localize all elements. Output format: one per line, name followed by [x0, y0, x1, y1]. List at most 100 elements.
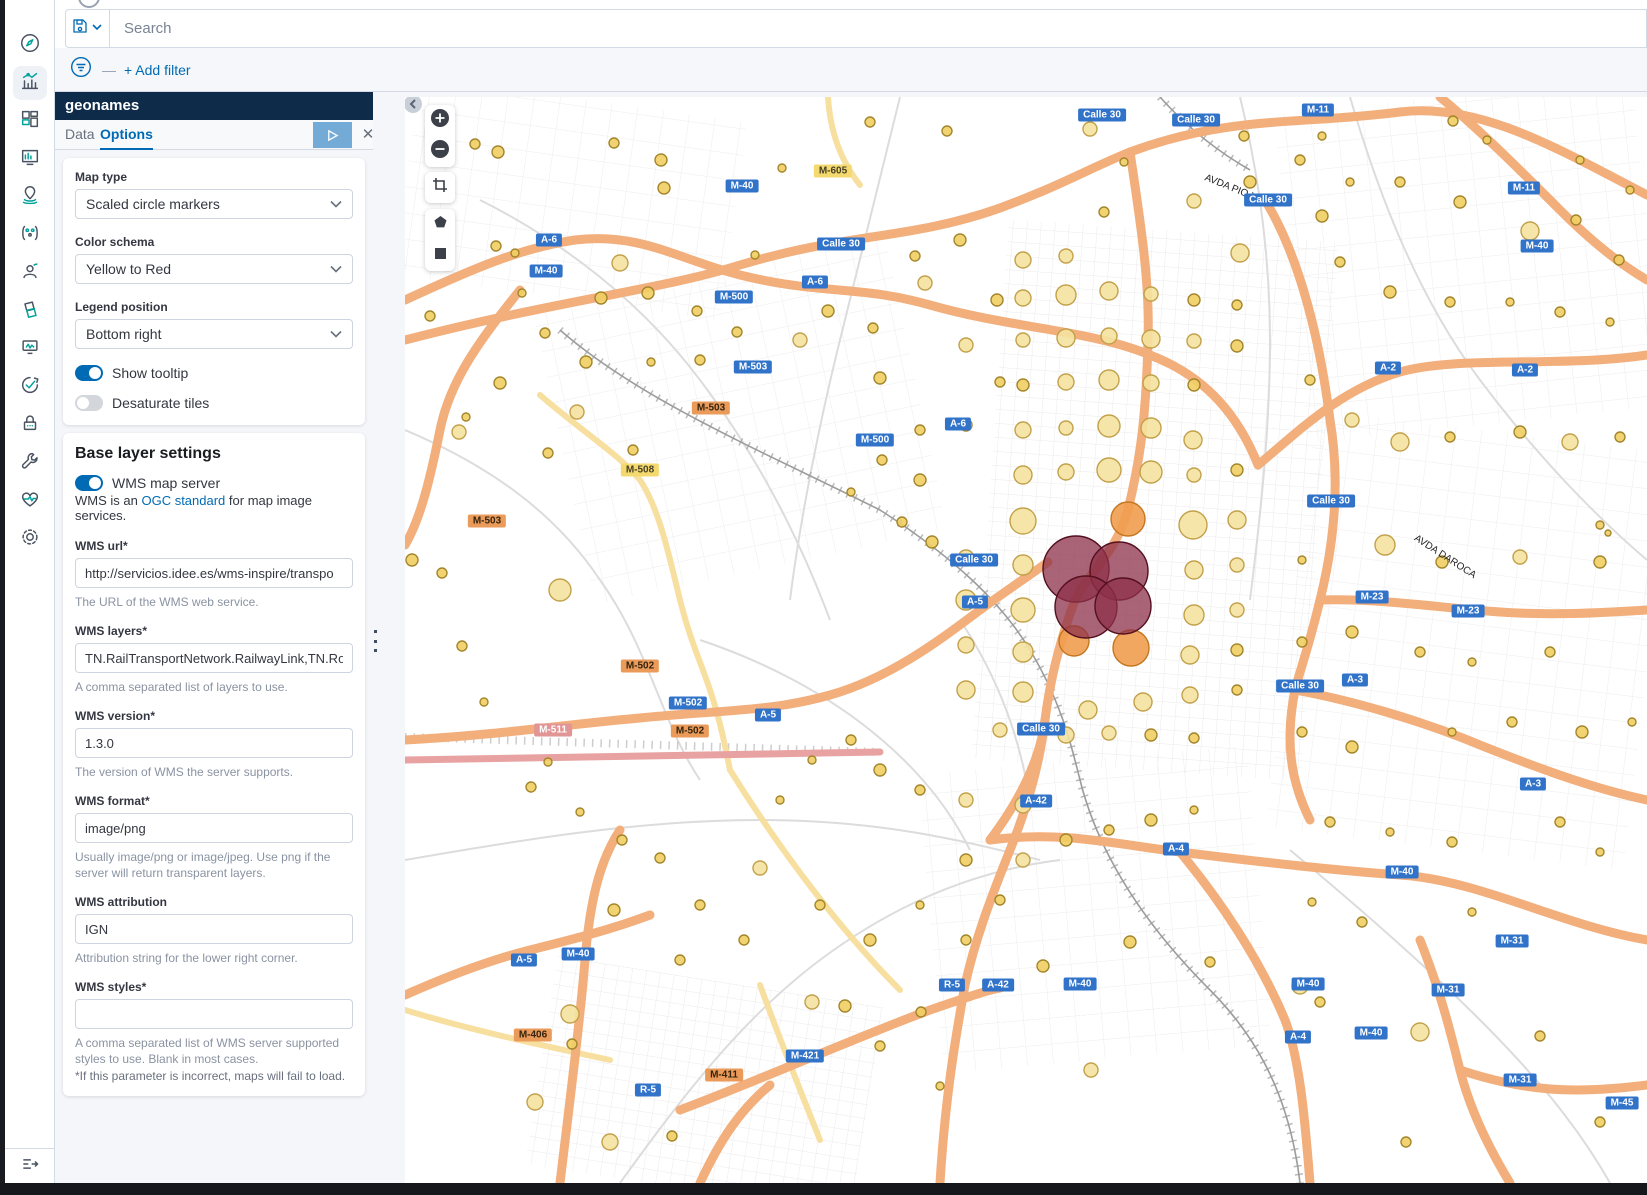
scaled-circle-marker[interactable] — [1186, 333, 1202, 349]
scaled-circle-marker[interactable] — [1183, 604, 1205, 626]
scaled-circle-marker[interactable] — [1184, 560, 1204, 580]
zoom-in-button[interactable] — [425, 105, 455, 136]
crop-button[interactable] — [425, 172, 455, 203]
scaled-circle-marker[interactable] — [479, 697, 489, 707]
scaled-circle-marker[interactable] — [1059, 833, 1073, 847]
scaled-circle-marker[interactable] — [1324, 816, 1336, 828]
scaled-circle-marker[interactable] — [1144, 728, 1158, 742]
scaled-circle-marker[interactable] — [1187, 378, 1201, 392]
scaled-circle-marker[interactable] — [1238, 130, 1250, 142]
scaled-circle-marker[interactable] — [1187, 293, 1201, 307]
scaled-circle-marker[interactable] — [1414, 646, 1426, 658]
scaled-circle-marker[interactable] — [1101, 725, 1117, 741]
scaled-circle-marker[interactable] — [607, 903, 621, 917]
scaled-circle-marker[interactable] — [1082, 121, 1098, 137]
scaled-circle-marker[interactable] — [838, 999, 852, 1013]
scaled-circle-marker[interactable] — [863, 933, 877, 947]
scaled-circle-marker[interactable] — [896, 516, 908, 528]
scaled-circle-marker[interactable] — [941, 125, 953, 137]
scaled-circle-marker[interactable] — [526, 1093, 544, 1111]
scaled-circle-marker[interactable] — [1294, 154, 1306, 166]
wms-field-input-3[interactable] — [75, 813, 353, 843]
scaled-circle-marker[interactable] — [694, 354, 706, 366]
sidebar-item-monitoring[interactable] — [13, 484, 47, 518]
scaled-circle-marker[interactable] — [1453, 195, 1467, 209]
sidebar-item-management[interactable] — [13, 522, 47, 556]
scaled-circle-marker[interactable] — [1015, 332, 1031, 348]
scaled-circle-marker[interactable] — [566, 1038, 578, 1050]
scaled-circle-marker[interactable] — [1141, 329, 1161, 349]
scaled-circle-marker[interactable] — [510, 248, 520, 258]
scaled-circle-marker[interactable] — [1181, 686, 1199, 704]
scaled-circle-marker[interactable] — [575, 807, 585, 817]
scaled-circle-marker[interactable] — [1467, 907, 1477, 917]
scaled-circle-marker[interactable] — [992, 722, 1008, 738]
scaled-circle-marker[interactable] — [654, 852, 666, 864]
scaled-circle-marker[interactable] — [1056, 328, 1076, 348]
scaled-circle-marker[interactable] — [1119, 157, 1129, 167]
color-schema-select[interactable]: Yellow to Red — [75, 254, 353, 284]
scaled-circle-marker[interactable] — [1604, 529, 1612, 537]
scaled-circle-marker[interactable] — [1144, 813, 1158, 827]
scaled-circle-marker[interactable] — [1230, 643, 1244, 657]
scaled-circle-marker[interactable] — [1334, 256, 1346, 268]
scaled-circle-marker[interactable] — [543, 757, 553, 767]
scaled-circle-marker[interactable] — [1444, 431, 1456, 443]
scaled-circle-marker[interactable] — [1304, 374, 1316, 386]
scaled-circle-marker[interactable] — [873, 371, 887, 385]
scaled-circle-marker[interactable] — [1390, 432, 1410, 452]
legend-position-select[interactable]: Bottom right — [75, 319, 353, 349]
scaled-circle-marker[interactable] — [917, 275, 933, 291]
scaled-circle-marker[interactable] — [935, 1081, 945, 1091]
scaled-circle-marker[interactable] — [1296, 726, 1308, 738]
scaled-circle-marker[interactable] — [1595, 520, 1605, 530]
map-canvas[interactable]: M-40 M-605 Calle 30 Calle 30 M-11 M-11 Calle 3… — [405, 97, 1647, 1183]
collapse-nav-button[interactable] — [5, 1148, 54, 1183]
scaled-circle-marker[interactable] — [1613, 254, 1625, 266]
scaled-circle-marker[interactable] — [1189, 805, 1199, 815]
scaled-circle-marker[interactable] — [1227, 510, 1247, 530]
scaled-circle-marker[interactable] — [405, 553, 419, 567]
scaled-circle-marker[interactable] — [1143, 286, 1159, 302]
scaled-circle-marker[interactable] — [1057, 373, 1075, 391]
scaled-circle-marker[interactable] — [1627, 717, 1637, 727]
scaled-circle-marker[interactable] — [960, 934, 972, 946]
scaled-circle-marker[interactable] — [1575, 725, 1589, 739]
filter-icon[interactable] — [70, 56, 92, 83]
scaled-circle-marker[interactable] — [1230, 463, 1244, 477]
scaled-circle-marker[interactable] — [1096, 457, 1122, 483]
scaled-circle-marker[interactable] — [493, 376, 507, 390]
panel-resize-handle[interactable] — [374, 630, 378, 652]
scaled-circle-marker[interactable] — [1447, 115, 1459, 127]
scaled-circle-marker[interactable] — [958, 792, 974, 808]
map-type-select[interactable]: Scaled circle markers — [75, 189, 353, 219]
scaled-circle-marker[interactable] — [1058, 420, 1074, 436]
scaled-circle-marker[interactable] — [1385, 827, 1395, 837]
scaled-circle-marker[interactable] — [792, 332, 808, 348]
sidebar-item-discover[interactable] — [13, 28, 47, 62]
scaled-circle-marker[interactable] — [560, 1004, 580, 1024]
scaled-circle-marker[interactable] — [569, 404, 585, 420]
scaled-circle-marker[interactable] — [752, 860, 768, 876]
scaled-circle-marker[interactable] — [777, 163, 787, 173]
scaled-circle-marker[interactable] — [1482, 135, 1492, 145]
scaled-circle-marker[interactable] — [914, 784, 926, 796]
scaled-circle-marker[interactable] — [873, 763, 887, 777]
scaled-circle-marker[interactable] — [539, 327, 551, 339]
scaled-circle-marker[interactable] — [456, 640, 468, 652]
scaled-circle-marker[interactable] — [611, 254, 629, 272]
collapse-layer-panel-button[interactable] — [405, 97, 424, 115]
scaled-circle-marker[interactable] — [469, 138, 481, 150]
show-tooltip-toggle[interactable] — [75, 365, 103, 381]
sidebar-item-machine-learning[interactable] — [13, 218, 47, 252]
scaled-circle-marker[interactable] — [1013, 465, 1033, 485]
scaled-circle-marker[interactable] — [1186, 193, 1202, 209]
scaled-circle-marker[interactable] — [451, 424, 467, 440]
scaled-circle-marker[interactable] — [1012, 681, 1034, 703]
scaled-circle-marker[interactable] — [959, 853, 973, 867]
scaled-circle-marker[interactable] — [1097, 414, 1121, 438]
scaled-circle-marker[interactable] — [957, 636, 975, 654]
scaled-circle-marker[interactable] — [1012, 641, 1034, 663]
scaled-circle-marker[interactable] — [657, 181, 671, 195]
scaled-circle-marker[interactable] — [1110, 501, 1146, 537]
